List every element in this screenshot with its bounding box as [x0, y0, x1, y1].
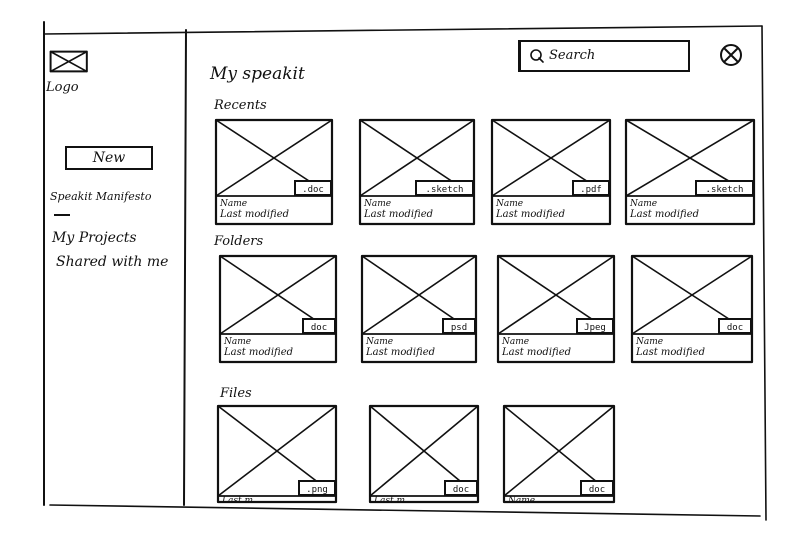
sidebar-item-shared[interactable]: Shared with me — [56, 254, 169, 270]
logo-label: Logo — [46, 80, 79, 95]
card-name: Name — [364, 199, 392, 209]
page-title: My speakit — [210, 64, 305, 84]
thumbnail-placeholder-icon — [358, 118, 476, 226]
file-type-badge: .pdf — [572, 180, 610, 196]
card-name: Last m — [374, 496, 405, 506]
file-type-badge: .sketch — [415, 180, 474, 196]
file-type-badge: Jpeg — [576, 318, 614, 334]
section-title-files: Files — [220, 386, 252, 401]
section-title-folders: Folders — [214, 234, 264, 249]
folders-card[interactable]: doc Name Last modified — [630, 254, 754, 364]
sidebar-divider — [54, 214, 70, 216]
card-name: Name — [496, 199, 524, 209]
card-last-modified: Last modified — [364, 209, 434, 220]
card-last-modified: Last modified — [502, 347, 572, 358]
file-type-badge: psd — [442, 318, 476, 334]
folders-card[interactable]: Jpeg Name Last modified — [496, 254, 616, 364]
section-title-recents: Recents — [214, 98, 267, 113]
close-icon[interactable] — [718, 42, 744, 68]
recents-card[interactable]: .sketch Name Last modified — [358, 118, 476, 226]
files-card[interactable]: doc Name — [502, 404, 616, 506]
logo-icon — [49, 50, 88, 73]
files-card[interactable]: .png Last m — [216, 404, 338, 506]
file-type-badge: .doc — [294, 180, 332, 196]
recents-card[interactable]: .sketch Name Last modified — [624, 118, 756, 226]
card-name: Name — [636, 337, 664, 347]
card-last-modified: Last modified — [636, 347, 706, 358]
card-name: Name — [220, 199, 248, 209]
search-icon — [530, 49, 544, 63]
card-last-modified: Last modified — [220, 209, 290, 220]
recents-card[interactable]: .pdf Name Last modified — [490, 118, 612, 226]
card-last-modified: Last modified — [630, 209, 700, 220]
card-name: Name — [630, 199, 658, 209]
card-last-modified: Last modified — [224, 347, 294, 358]
file-type-badge: doc — [718, 318, 752, 334]
card-last-modified: Last modified — [366, 347, 436, 358]
thumbnail-placeholder-icon — [216, 404, 338, 504]
card-name: Name — [508, 496, 536, 506]
thumbnail-placeholder-icon — [218, 254, 338, 364]
file-type-badge: doc — [444, 480, 478, 496]
card-name: Name — [224, 337, 252, 347]
file-type-badge: doc — [580, 480, 614, 496]
files-card[interactable]: doc Last m — [368, 404, 480, 506]
search-placeholder: Search — [549, 48, 596, 63]
thumbnail-placeholder-icon — [214, 118, 334, 226]
file-type-badge: doc — [302, 318, 336, 334]
sidebar-item-manifesto[interactable]: Speakit Manifesto — [50, 190, 152, 203]
card-name: Name — [502, 337, 530, 347]
search-input[interactable]: Search — [518, 40, 690, 72]
main-content: My speakit Search Recents .doc Name Last m… — [186, 28, 766, 508]
new-button[interactable]: New — [65, 146, 153, 170]
sidebar-item-my-projects[interactable]: My Projects — [52, 230, 137, 246]
folders-card[interactable]: psd Name Last modified — [360, 254, 478, 364]
card-last-modified: Last modified — [496, 209, 566, 220]
folders-card[interactable]: doc Name Last modified — [218, 254, 338, 364]
card-name: Last m — [222, 496, 253, 506]
file-type-badge: .sketch — [695, 180, 754, 196]
file-type-badge: .png — [298, 480, 336, 496]
card-name: Name — [366, 337, 394, 347]
recents-card[interactable]: .doc Name Last modified — [214, 118, 334, 226]
